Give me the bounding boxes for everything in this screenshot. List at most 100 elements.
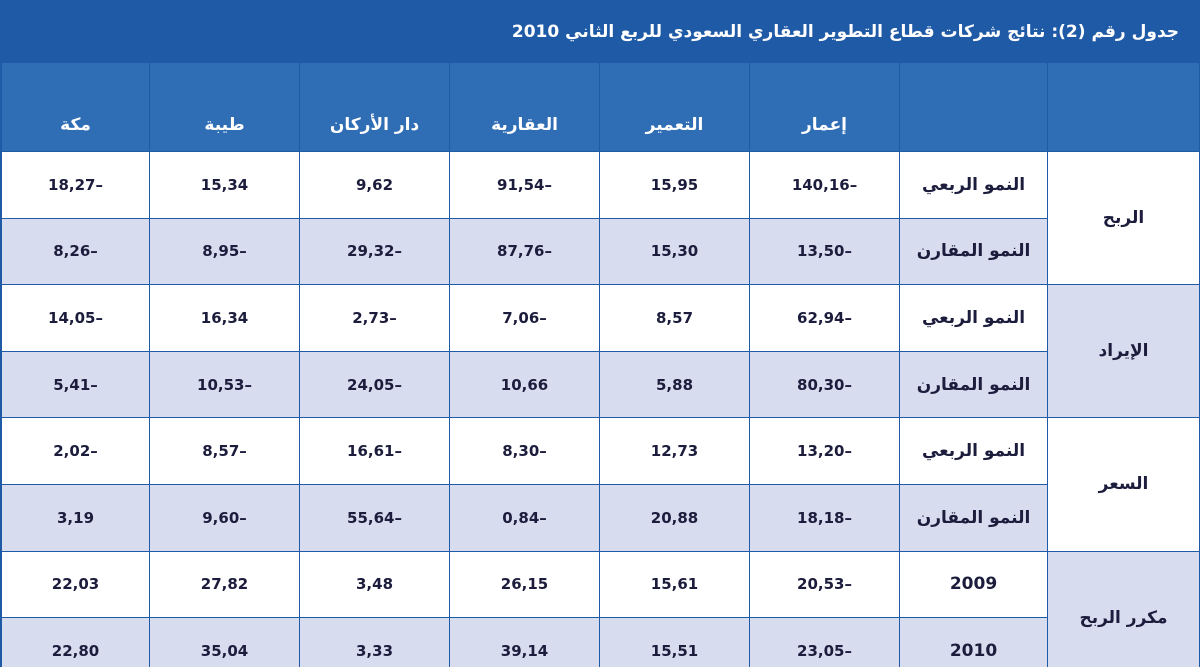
value-cell: 9,60– [149, 483, 301, 552]
value-text: 91,54– [497, 175, 552, 194]
value-cell: 140,16– [749, 151, 901, 219]
value-cell: 27,82 [149, 550, 301, 619]
value-text: 10,53– [197, 375, 252, 394]
value-text: 15,34 [200, 175, 249, 194]
table-title: جدول رقم (2): نتائج شركات قطاع التطوير ا… [0, 1, 1200, 63]
value-cell: 22,80 [0, 617, 151, 667]
value-cell: 20,53– [749, 550, 901, 619]
value-text: 15,51 [650, 641, 699, 660]
header-cell [1047, 62, 1200, 152]
value-cell: 3,19 [0, 483, 151, 552]
row-label: النمو المقارن [899, 350, 1049, 419]
value-text: 20,88 [650, 508, 699, 527]
value-cell: 8,26– [0, 217, 151, 286]
value-text: 35,04 [200, 641, 249, 660]
value-text: 80,30– [797, 375, 852, 394]
value-cell: 22,03 [0, 550, 151, 619]
value-text: 9,60– [202, 508, 247, 527]
column-header: دار الأركان [299, 62, 451, 152]
value-cell: 14,05– [0, 284, 151, 352]
value-text: 15,61 [650, 575, 699, 594]
value-cell: 8,57– [149, 417, 301, 485]
value-text: 8,30– [502, 442, 547, 461]
row-label: 2010 [899, 617, 1049, 667]
value-cell: 10,53– [149, 350, 301, 419]
row-label: النمو الربعي [899, 284, 1049, 352]
value-text: 22,03 [51, 575, 100, 594]
value-text: 26,15 [500, 575, 549, 594]
value-cell: 13,50– [749, 217, 901, 286]
value-text: 8,57– [202, 442, 247, 461]
table-row: النمو المقارن 18,18– 20,88 0,84– 55,64– 9,60–… [0, 483, 1200, 552]
row-label: النمو المقارن [899, 217, 1049, 286]
group-label: الإيراد [1047, 284, 1200, 419]
row-label: 2009 [899, 550, 1049, 619]
table-row: النمو المقارن 80,30– 5,88 10,66 24,05– 10,53–… [0, 350, 1200, 419]
value-text: 10,66 [500, 375, 549, 394]
column-header: التعمير [599, 62, 751, 152]
value-cell: 5,88 [599, 350, 751, 419]
value-text: 140,16– [791, 175, 858, 194]
value-cell: 15,61 [599, 550, 751, 619]
value-text: 20,53– [797, 575, 852, 594]
value-text: 0,84– [502, 508, 547, 527]
value-cell: 5,41– [0, 350, 151, 419]
value-cell: 20,88 [599, 483, 751, 552]
value-cell: 18,18– [749, 483, 901, 552]
value-text: 16,61– [347, 442, 402, 461]
value-cell: 35,04 [149, 617, 301, 667]
value-text: 8,57 [656, 308, 694, 327]
column-header: العقارية [449, 62, 601, 152]
value-cell: 15,34 [149, 151, 301, 219]
value-text: 29,32– [347, 242, 402, 261]
table-row: السعر النمو الربعي 13,20– 12,73 8,30– 16,61– 8… [0, 417, 1200, 552]
value-text: 18,18– [797, 508, 852, 527]
row-label: النمو الربعي [899, 151, 1049, 219]
value-text: 55,64– [347, 508, 402, 527]
row-label: النمو المقارن [899, 483, 1049, 552]
value-cell: 16,34 [149, 284, 301, 352]
value-cell: 16,61– [299, 417, 451, 485]
table-row: مكرر الربح 2009 20,53– 15,61 26,15 3,48 27,82 2… [0, 550, 1200, 667]
column-header: إعمار [749, 62, 901, 152]
row-label: النمو الربعي [899, 417, 1049, 485]
table-row: 2010 23,05– 15,51 39,14 3,33 35,04 22,80 [0, 617, 1200, 667]
value-text: 18,27– [48, 175, 103, 194]
value-cell: 10,66 [449, 350, 601, 419]
value-cell: 91,54– [449, 151, 601, 219]
value-text: 2,02– [53, 442, 98, 461]
value-text: 62,94– [797, 308, 852, 327]
value-text: 15,95 [650, 175, 699, 194]
column-header: مكة [0, 62, 151, 152]
column-header: طيبة [149, 62, 301, 152]
value-cell: 15,51 [599, 617, 751, 667]
value-text: 5,41– [53, 375, 98, 394]
value-cell: 55,64– [299, 483, 451, 552]
value-cell: 12,73 [599, 417, 751, 485]
value-text: 5,88 [656, 375, 694, 394]
value-text: 87,76– [497, 242, 552, 261]
value-cell: 3,33 [299, 617, 451, 667]
value-text: 23,05– [797, 641, 852, 660]
value-text: 8,95– [202, 242, 247, 261]
value-text: 8,26– [53, 242, 98, 261]
value-cell: 26,15 [449, 550, 601, 619]
value-text: 7,06– [502, 308, 547, 327]
group-label: مكرر الربح [1047, 550, 1200, 667]
value-text: 13,20– [797, 442, 852, 461]
value-text: 3,19 [57, 508, 95, 527]
value-text: 14,05– [48, 308, 103, 327]
value-text: 3,48 [356, 575, 394, 594]
value-cell: 3,48 [299, 550, 451, 619]
group-label: الربح [1047, 150, 1200, 286]
value-cell: 8,57 [599, 284, 751, 352]
value-cell: 18,27– [0, 151, 151, 219]
value-text: 2,73– [352, 308, 397, 327]
value-cell: 29,32– [299, 217, 451, 286]
value-text: 22,80 [51, 641, 100, 660]
value-text: 9,62 [356, 175, 394, 194]
value-cell: 23,05– [749, 617, 901, 667]
value-cell: 15,30 [599, 217, 751, 286]
value-cell: 87,76– [449, 217, 601, 286]
